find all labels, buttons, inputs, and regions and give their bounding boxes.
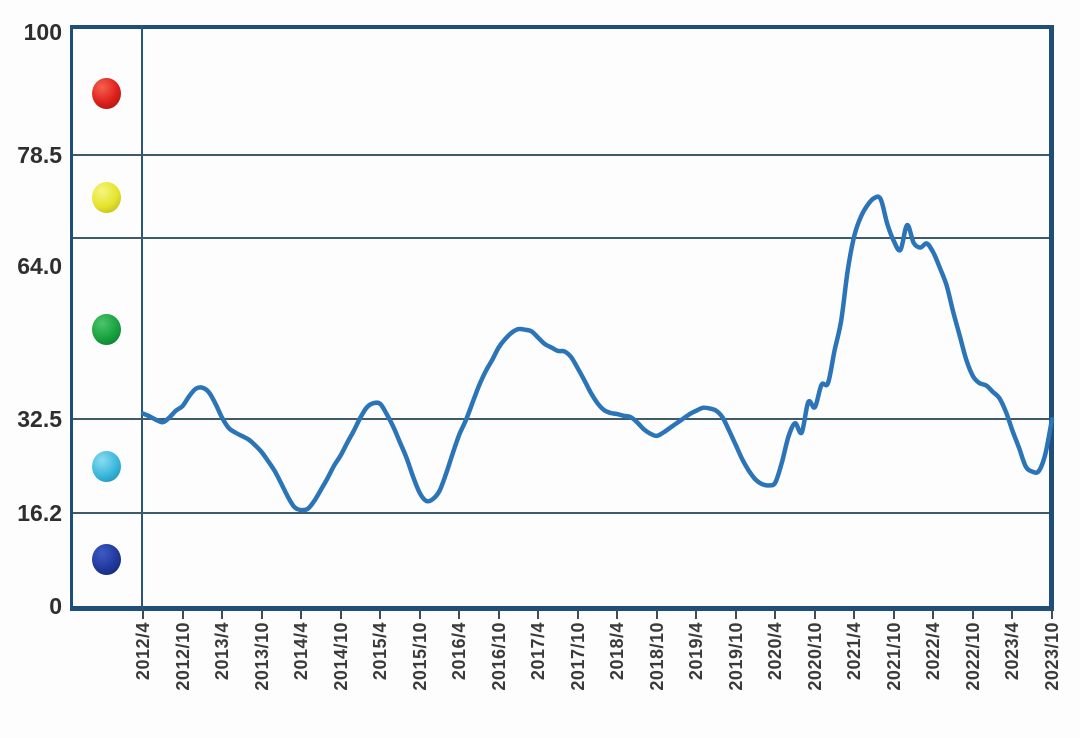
x-axis-tick-label: 2013/4 (212, 622, 232, 681)
y-axis-tick-label: 78.5 (17, 142, 62, 168)
x-axis-tick-label: 2012/4 (133, 622, 153, 681)
x-axis-tick-label: 2022/10 (963, 622, 983, 691)
x-axis-tick (182, 609, 184, 619)
y-axis-tick-label: 64.0 (17, 253, 62, 279)
x-axis-tick-label: 2023/10 (1042, 622, 1062, 691)
x-axis-tick-label: 2014/10 (331, 622, 351, 691)
x-axis-tick (774, 609, 776, 619)
x-axis-tick (221, 609, 223, 619)
x-axis-tick-label: 2020/4 (765, 622, 785, 681)
x-axis-tick-label: 2022/4 (923, 622, 943, 681)
x-axis-tick (972, 609, 974, 619)
x-axis-tick (261, 609, 263, 619)
green-ball-icon (92, 314, 121, 345)
plot-frame (70, 25, 1054, 611)
x-axis-tick (695, 609, 697, 619)
navy-ball-icon (92, 544, 121, 575)
x-axis-tick (379, 609, 381, 619)
y-axis-tick-label: 0 (49, 593, 62, 619)
x-axis-tick-label: 2020/10 (805, 622, 825, 691)
gridline-16.2 (73, 512, 1049, 514)
x-axis-tick-label: 2019/4 (686, 622, 706, 681)
x-axis-tick (458, 609, 460, 619)
x-axis-tick-label: 2021/10 (884, 622, 904, 691)
x-axis-tick-label: 2015/4 (370, 622, 390, 681)
x-axis-tick-label: 2017/10 (568, 622, 588, 691)
x-axis-tick-label: 2012/10 (173, 622, 193, 691)
legend-strip-divider (141, 25, 143, 609)
x-axis-tick (498, 609, 500, 619)
x-axis-tick (537, 609, 539, 619)
x-axis-tick (814, 609, 816, 619)
gridline-78.5 (73, 154, 1049, 156)
x-axis-tick (1051, 609, 1053, 619)
x-axis-tick-label: 2023/4 (1002, 622, 1022, 681)
cyan-ball-icon (92, 451, 121, 482)
x-axis-tick (893, 609, 895, 619)
x-axis-tick (853, 609, 855, 619)
gridline-64 (73, 237, 1049, 239)
x-axis-tick-label: 2014/4 (291, 622, 311, 681)
x-axis-tick (142, 609, 144, 619)
x-axis-tick-label: 2013/10 (252, 622, 272, 691)
x-axis-tick-label: 2016/4 (449, 622, 469, 681)
y-axis-tick-label: 16.2 (17, 500, 62, 526)
x-axis-tick-label: 2018/10 (647, 622, 667, 691)
x-axis-tick-label: 2019/10 (726, 622, 746, 691)
gridline-32.5 (73, 418, 1049, 420)
x-axis-tick (1011, 609, 1013, 619)
x-axis-tick-label: 2018/4 (607, 622, 627, 681)
yellow-ball-icon (92, 182, 121, 213)
x-axis-tick-label: 2016/10 (489, 622, 509, 691)
x-axis-tick (616, 609, 618, 619)
y-axis-tick-label: 32.5 (17, 406, 62, 432)
x-axis-tick (419, 609, 421, 619)
red-ball-icon (92, 78, 121, 109)
x-axis-tick (340, 609, 342, 619)
x-axis-tick (656, 609, 658, 619)
x-axis-tick (300, 609, 302, 619)
x-axis-tick (577, 609, 579, 619)
x-axis-tick-label: 2015/10 (410, 622, 430, 691)
y-axis-tick-label: 100 (23, 19, 62, 45)
x-axis-tick (735, 609, 737, 619)
x-axis-tick (932, 609, 934, 619)
x-axis-tick-label: 2017/4 (528, 622, 548, 681)
x-axis-tick-label: 2021/4 (844, 622, 864, 681)
